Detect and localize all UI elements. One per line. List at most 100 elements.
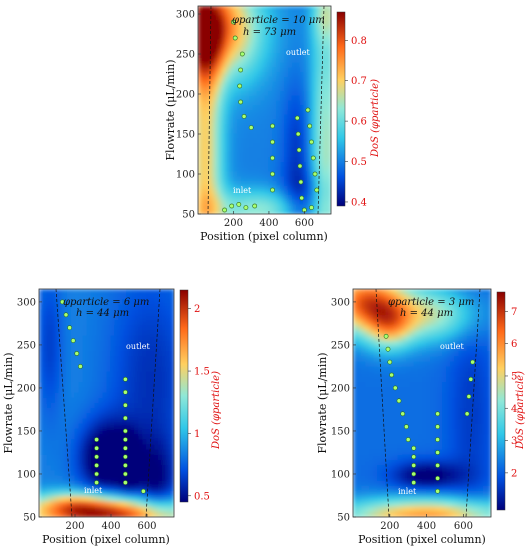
heatmap-cell	[62, 475, 68, 482]
heatmap-cell	[229, 133, 234, 139]
heatmap-cell	[268, 48, 273, 54]
heatmap-cell	[138, 309, 143, 316]
heatmap-cell	[287, 110, 293, 116]
heatmap-cell	[307, 133, 313, 139]
heatmap-cell	[393, 485, 399, 492]
heatmap-cell	[397, 356, 403, 363]
heatmap-cell	[454, 454, 460, 461]
heatmap-cell	[221, 39, 226, 45]
heatmap-cell	[426, 496, 431, 503]
particle-point	[411, 445, 417, 451]
heatmap-cell	[252, 20, 258, 26]
heatmap-cell	[466, 397, 472, 404]
heatmap-cell	[377, 491, 383, 497]
heatmap-cell	[454, 366, 460, 373]
heatmap-cell	[198, 195, 203, 201]
heatmap-cell	[377, 434, 383, 440]
heatmap-cell	[198, 157, 203, 163]
heatmap-cell	[422, 304, 427, 311]
heatmap-cell	[46, 470, 52, 477]
heatmap-cell	[413, 289, 419, 295]
heatmap-cell	[138, 485, 143, 492]
heatmap-cell	[438, 475, 443, 482]
heatmap-cell	[252, 29, 258, 35]
heatmap-cell	[357, 511, 362, 517]
heatmap-cell	[244, 105, 250, 111]
heatmap-cell	[106, 475, 112, 482]
heatmap-cell	[46, 387, 52, 394]
heatmap-cell	[381, 408, 387, 414]
heatmap-cell	[377, 382, 383, 389]
heatmap-cell	[409, 449, 415, 456]
heatmap-cell	[110, 465, 116, 471]
heatmap-cell	[454, 304, 460, 311]
heatmap-cell	[373, 491, 378, 497]
heatmap-cell	[39, 294, 44, 300]
heatmap-cell	[450, 465, 456, 471]
heatmap-cell	[482, 335, 488, 342]
heatmap-cell	[458, 351, 464, 357]
heatmap-cell	[397, 475, 403, 482]
heatmap-cell	[70, 428, 76, 435]
heatmap-cell	[365, 460, 370, 466]
heatmap-cell	[225, 157, 230, 163]
heatmap-cell	[94, 340, 100, 347]
particle-point	[243, 205, 249, 210]
heatmap-cell	[241, 166, 246, 173]
heatmap-cell	[209, 67, 215, 73]
heatmap-cell	[401, 397, 407, 404]
heatmap-cell	[58, 408, 64, 414]
heatmap-cell	[417, 423, 423, 430]
heatmap-cell	[201, 29, 207, 35]
heatmap-cell	[106, 392, 112, 399]
heatmap-cell	[74, 403, 80, 409]
heatmap-cell	[233, 190, 238, 196]
heatmap-cell	[94, 366, 100, 373]
heatmap-cell	[393, 454, 399, 461]
heatmap-cell	[94, 351, 100, 357]
heatmap-cell	[381, 346, 387, 352]
heatmap-cell	[295, 171, 301, 177]
heatmap-cell	[70, 496, 76, 503]
heatmap-cell	[256, 171, 262, 177]
heatmap-cell	[213, 133, 219, 139]
heatmap-cell	[311, 124, 316, 130]
heatmap-cell	[154, 387, 159, 394]
heatmap-cell	[486, 330, 491, 337]
heatmap-cell	[385, 454, 391, 461]
particle-point	[435, 411, 440, 417]
heatmap-cell	[446, 423, 452, 430]
heatmap-cell	[307, 171, 313, 177]
heatmap-cell	[260, 114, 266, 121]
heatmap-cell	[458, 361, 464, 368]
heatmap-cell	[446, 491, 452, 497]
heatmap-cell	[205, 138, 211, 144]
heatmap-cell	[244, 81, 250, 87]
heatmap-cell	[221, 190, 226, 196]
heatmap-cell	[276, 195, 281, 201]
heatmap-cell	[142, 340, 147, 347]
heatmap-cell	[150, 403, 155, 409]
heatmap-cell	[446, 439, 452, 446]
heatmap-cell	[74, 330, 80, 337]
heatmap-cell	[166, 289, 171, 295]
heatmap-cell	[401, 439, 407, 446]
heatmap-cell	[213, 34, 219, 40]
heatmap-cell	[474, 304, 480, 311]
heatmap-cell	[154, 454, 159, 461]
heatmap-cell	[462, 423, 468, 430]
heatmap-cell	[486, 356, 491, 363]
heatmap-cell	[393, 299, 399, 306]
heatmap-cell	[66, 299, 72, 306]
heatmap-cell	[291, 147, 297, 154]
heatmap-cell	[82, 340, 88, 347]
heatmap-cell	[54, 444, 60, 451]
heatmap-cell	[114, 408, 120, 414]
heatmap-cell	[50, 371, 56, 378]
heatmap-cell	[361, 434, 366, 440]
heatmap-cell	[106, 470, 112, 477]
heatmap-cell	[241, 62, 246, 69]
heatmap-cell	[315, 204, 320, 210]
heatmap-cell	[90, 470, 96, 477]
heatmap-cell	[90, 346, 96, 352]
